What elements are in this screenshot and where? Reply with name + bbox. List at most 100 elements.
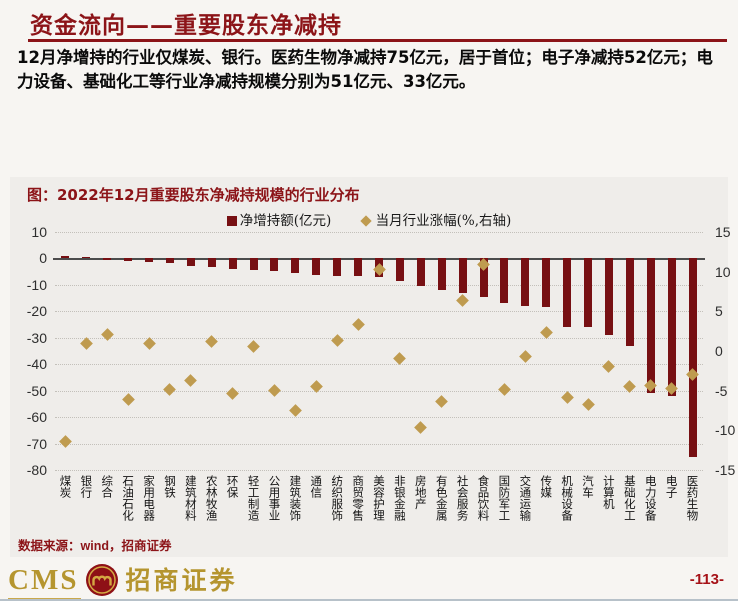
bar-传媒 — [542, 258, 551, 308]
bar-国防军工 — [500, 258, 509, 304]
x-axis-label: 建筑装饰 — [288, 475, 303, 521]
company-name: 招商证券 — [125, 561, 238, 601]
chart-title: 图：2022年12月重要股东净减持规模的行业分布 — [27, 186, 360, 204]
bar-家用电器 — [145, 258, 154, 262]
x-axis-label: 房地产 — [413, 475, 428, 510]
page-number: -113- — [689, 571, 724, 588]
gridline — [55, 337, 703, 339]
bar-食品饮料 — [479, 258, 488, 297]
scatter-point-汽车 — [581, 398, 595, 412]
cms-logo-icon — [85, 563, 119, 601]
y-axis-tick-left: -20 — [26, 303, 47, 320]
y-axis-tick-left: -70 — [26, 435, 47, 452]
scatter-point-综合 — [100, 327, 114, 341]
y-axis-tick-right: -5 — [715, 382, 728, 399]
x-axis-label: 机械设备 — [560, 475, 575, 521]
x-axis-label: 电力设备 — [643, 475, 658, 521]
bar-series-swatch-icon — [226, 216, 237, 226]
y-axis-tick-left: -40 — [26, 356, 47, 373]
bar-计算机 — [604, 258, 613, 336]
bar-非银金融 — [395, 258, 404, 282]
y-axis-tick-left: -10 — [26, 276, 47, 293]
x-axis-label: 煤炭 — [58, 475, 73, 498]
x-axis-label: 非银金融 — [392, 475, 407, 521]
bar-汽车 — [584, 258, 593, 328]
x-axis-label: 国防军工 — [497, 475, 512, 521]
bar-商贸零售 — [354, 258, 363, 277]
bar-石油石化 — [124, 258, 133, 262]
bar-房地产 — [416, 258, 425, 287]
x-axis-label: 商贸零售 — [351, 475, 366, 521]
scatter-point-轻工制造 — [247, 339, 260, 353]
x-axis-label: 交通运输 — [518, 475, 533, 521]
scatter-point-建筑装饰 — [289, 404, 302, 417]
scatter-point-石油石化 — [121, 393, 135, 406]
scatter-point-建筑材料 — [184, 373, 198, 387]
title-divider — [28, 39, 727, 42]
legend-label-scatter-series: 当月行业涨幅(%,右轴) — [375, 213, 512, 229]
bar-社会服务 — [458, 258, 467, 293]
y-axis-tick-left: 10 — [31, 224, 47, 240]
scatter-point-钢铁 — [163, 383, 177, 397]
y-axis-tick-left: -50 — [26, 382, 47, 399]
cms-logo-text: CMS — [8, 564, 82, 600]
scatter-point-煤炭 — [59, 435, 72, 448]
gridline — [55, 311, 703, 313]
chart-legend: 净增持额(亿元) 当月行业涨幅(%,右轴) — [10, 209, 728, 229]
scatter-point-国防军工 — [498, 383, 511, 397]
x-axis-label: 综合 — [100, 475, 115, 498]
y-axis-tick-right: 0 — [715, 343, 723, 359]
scatter-point-交通运输 — [518, 350, 532, 363]
scatter-point-家用电器 — [142, 337, 156, 351]
y-axis-tick-right: 10 — [715, 263, 731, 280]
x-axis-label: 银行 — [79, 475, 94, 498]
scatter-point-社会服务 — [456, 293, 469, 307]
cms-logo: CMS 招商证券 — [8, 561, 238, 601]
y-axis-tick-left: -60 — [26, 409, 47, 426]
intro-text: 12月净增持的行业仅煤炭、银行。医药生物净减持75亿元，居于首位；电子净减持52… — [17, 48, 713, 91]
scatter-point-公用事业 — [268, 384, 281, 398]
bar-公用事业 — [270, 258, 279, 272]
bar-环保 — [228, 258, 237, 269]
gridline — [55, 232, 703, 233]
x-axis-label: 社会服务 — [455, 475, 470, 521]
bar-煤炭 — [61, 255, 70, 259]
bar-银行 — [82, 257, 91, 259]
scatter-point-纺织服饰 — [330, 334, 344, 348]
y-axis-tick-right: -15 — [715, 462, 736, 478]
gridline — [55, 443, 703, 445]
x-axis-label: 传媒 — [539, 475, 554, 498]
x-axis-label: 食品饮料 — [476, 475, 491, 521]
x-axis-label: 有色金属 — [434, 475, 449, 521]
gridline — [55, 390, 703, 392]
x-axis-label: 计算机 — [601, 475, 616, 510]
chart-panel: 图：2022年12月重要股东净减持规模的行业分布 净增持额(亿元) 当月行业涨幅… — [10, 177, 735, 557]
scatter-point-机械设备 — [560, 390, 574, 404]
x-axis-label: 汽车 — [581, 475, 596, 498]
x-axis-label: 公用事业 — [267, 475, 282, 521]
x-axis-label: 家用电器 — [142, 475, 157, 521]
y-axis-tick-right: -10 — [715, 422, 736, 439]
legend-item-bar-series: 净增持额(亿元) — [226, 213, 332, 229]
bar-建筑材料 — [186, 258, 195, 267]
y-axis-tick-right: 5 — [715, 303, 723, 320]
x-axis-label: 钢铁 — [162, 475, 177, 498]
gridline — [55, 364, 703, 366]
footer: CMS 招商证券 -113- — [0, 558, 738, 601]
bar-轻工制造 — [249, 258, 258, 270]
chart-plot-area: 10 0 -10 -20 -30 -40 -50 -60 -70 -80 15 10 5 0 -5 -10 -1… — [27, 224, 735, 521]
legend-item-scatter-series: 当月行业涨幅(%,右轴) — [359, 213, 512, 229]
legend-label-bar-series: 净增持额(亿元) — [239, 213, 332, 229]
gridline — [55, 417, 703, 419]
bar-交通运输 — [521, 258, 530, 307]
x-axis-label: 电子 — [664, 475, 679, 498]
data-source-note: 数据来源：wind，招商证券 — [18, 539, 172, 553]
y-axis-tick-left: -80 — [26, 462, 47, 478]
bar-电子 — [667, 258, 676, 396]
bar-机械设备 — [563, 258, 572, 328]
x-axis-label: 农林牧渔 — [204, 475, 219, 521]
bar-通信 — [312, 258, 321, 275]
x-axis-label: 建筑材料 — [183, 475, 198, 521]
diamond-series-swatch-icon — [359, 215, 372, 227]
